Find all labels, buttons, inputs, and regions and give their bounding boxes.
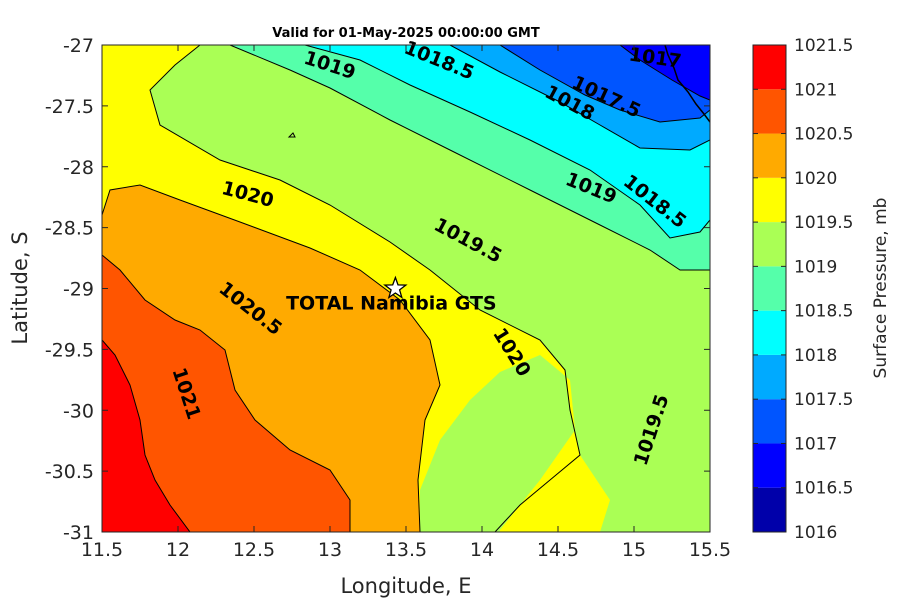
- band-1021-1021.5: [102, 340, 190, 532]
- contour-line-1017.5: [499, 45, 710, 123]
- colorbar-tick-label: 1020: [794, 169, 837, 189]
- colorbar-ticks: 1021.5 1021 1020.5 1020 1019.5 1019 1018.5 1018…: [753, 36, 853, 543]
- y-tick-label: -29.5: [45, 339, 94, 361]
- contour-small-loop: [287, 132, 296, 138]
- y-tick-label: -31: [63, 522, 94, 544]
- colorbar-tick-label: 1019: [794, 257, 837, 277]
- chart-title: Valid for 01-May-2025 00:00:00 GMT: [272, 26, 540, 41]
- contour-line-1020.5: [102, 254, 351, 532]
- x-tick-label: 14.5: [537, 539, 579, 561]
- contour-line-1020: [102, 184, 441, 532]
- contour-line-1021: [102, 339, 191, 532]
- x-tick-label: 13: [318, 539, 342, 561]
- contour-line-1018.5: [304, 45, 710, 239]
- site-star-marker: [383, 275, 408, 299]
- x-tick-label: 14: [470, 539, 494, 561]
- band-1020.5-1021: [102, 255, 350, 532]
- x-tick-label: 12.5: [233, 539, 275, 561]
- contour-line-1018: [449, 45, 710, 151]
- colorbar-tick-label: 1016: [794, 523, 837, 543]
- coastline: [664, 45, 710, 123]
- colorbar-segment: [753, 222, 786, 267]
- y-tick-label: -29: [63, 279, 94, 301]
- x-tick-label: 11.5: [81, 539, 123, 561]
- colorbar-segment: [753, 89, 786, 134]
- colorbar-segment: [753, 133, 786, 178]
- colorbar-tick-label: 1017: [794, 434, 837, 454]
- site-marker-group: TOTAL Namibia GTS: [286, 275, 497, 315]
- colorbar-segment: [753, 487, 786, 532]
- site-label: TOTAL Namibia GTS: [286, 293, 497, 315]
- colorbar-segment: [753, 266, 786, 311]
- colorbar-segment: [753, 399, 786, 444]
- y-tick-label: -30.5: [45, 461, 94, 483]
- x-axis-ticks: 11.5 12 12.5 13 13.5 14 14.5 15 15.5: [81, 45, 731, 561]
- colorbar: [753, 45, 786, 532]
- colorbar-segment: [753, 45, 786, 90]
- band-1016.5-1017: [620, 45, 710, 100]
- x-axis-label: Longitude, E: [340, 574, 471, 598]
- colorbar-segment: [753, 177, 786, 223]
- y-tick-label: -27: [63, 35, 94, 57]
- y-axis-label: Latitude, S: [8, 231, 32, 344]
- colorbar-segment: [753, 310, 786, 355]
- colorbar-segment: [753, 354, 786, 400]
- x-tick-label: 13.5: [385, 539, 427, 561]
- contour-line-1019: [229, 45, 710, 271]
- colorbar-segment: [753, 443, 786, 488]
- y-tick-label: -28: [63, 157, 94, 179]
- colorbar-label: Surface Pressure, mb: [871, 198, 891, 379]
- x-tick-label: 15.5: [689, 539, 731, 561]
- colorbar-tick-label: 1018: [794, 346, 837, 366]
- x-tick-label: 15: [622, 539, 646, 561]
- y-tick-label: -30: [63, 400, 94, 422]
- colorbar-tick-label: 1016.5: [794, 479, 853, 499]
- contour-line-1019.5: [149, 45, 581, 532]
- y-tick-label: -28.5: [45, 218, 94, 240]
- x-tick-label: 12: [166, 539, 190, 561]
- colorbar-tick-label: 1021: [794, 80, 837, 100]
- contour-line-1017: [619, 45, 710, 101]
- y-axis-ticks: -27 -27.5 -28 -28.5 -29 -29.5 -30 -30.5 -31: [45, 35, 710, 544]
- colorbar-tick-label: 1021.5: [794, 36, 853, 56]
- colorbar-tick-label: 1019.5: [794, 213, 853, 233]
- colorbar-border: [752, 44, 787, 533]
- colorbar-tick-label: 1018.5: [794, 302, 853, 322]
- colorbar-tick-label: 1017.5: [794, 390, 853, 410]
- contour-plot-area: [102, 45, 710, 532]
- colorbar-tick-label: 1020.5: [794, 125, 853, 145]
- y-tick-label: -27.5: [45, 96, 94, 118]
